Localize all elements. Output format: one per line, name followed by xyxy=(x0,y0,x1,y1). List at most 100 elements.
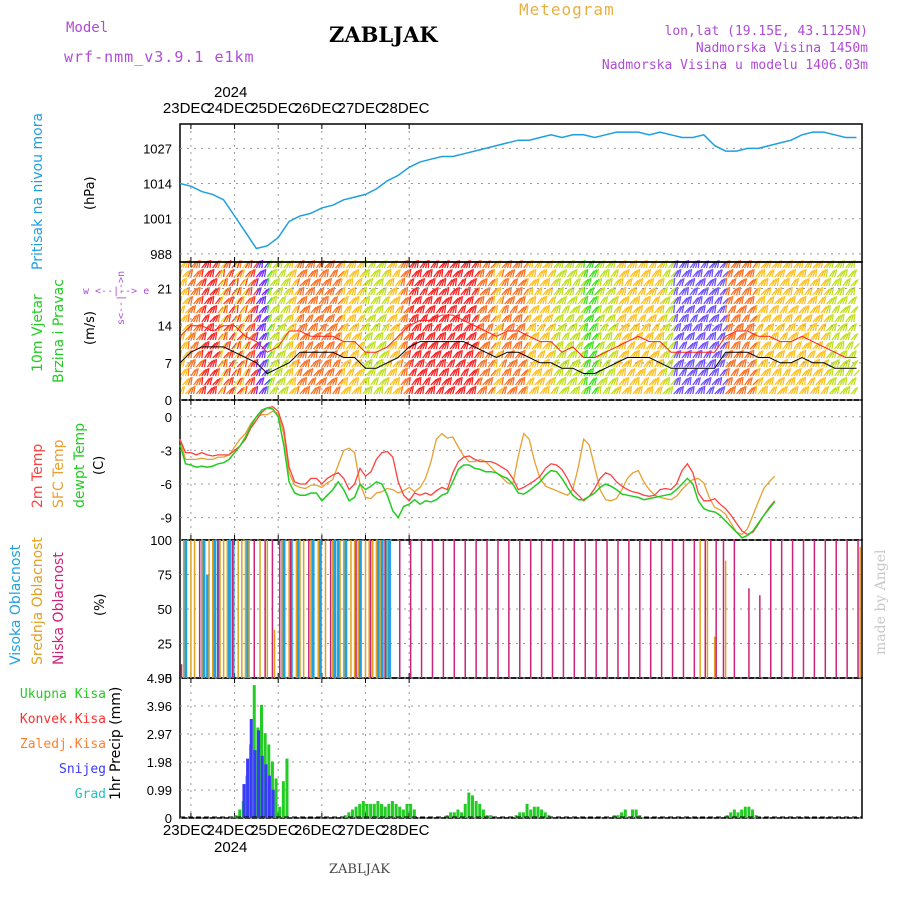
wind-arrow xyxy=(692,378,699,386)
wind-arrow xyxy=(446,279,453,287)
wind-arrow xyxy=(703,314,708,323)
wind-arrow xyxy=(782,350,785,359)
wind-arrow xyxy=(233,314,240,323)
wind-arrow xyxy=(850,296,856,305)
wind-arrow xyxy=(493,324,500,332)
wind-arrow xyxy=(575,288,581,296)
wind-arrow xyxy=(752,341,758,350)
wind-arrow xyxy=(493,278,498,287)
wind-arrow xyxy=(261,288,268,296)
wind-arrow xyxy=(591,360,598,368)
wind-arrow xyxy=(465,296,472,305)
wind-arrow xyxy=(397,359,403,368)
wind-arrow xyxy=(574,305,580,314)
wind-arrow xyxy=(438,323,442,332)
wind-arrow xyxy=(558,296,565,305)
wind-arrow xyxy=(542,350,546,359)
wind-arrow xyxy=(686,332,693,341)
wind-arrow xyxy=(457,359,464,368)
wind-arrow xyxy=(283,350,286,359)
wind-arrow xyxy=(790,332,796,341)
wind-arrow xyxy=(776,287,781,296)
wind-arrow xyxy=(594,278,600,287)
wind-arrow xyxy=(438,342,445,350)
wind-arrow xyxy=(626,278,632,287)
wind-arrow xyxy=(354,306,360,314)
wind-arrow xyxy=(416,332,423,341)
wind-arrow xyxy=(264,378,271,386)
wind-arrow xyxy=(577,305,581,314)
wind-arrow xyxy=(692,297,699,305)
wind-arrow xyxy=(547,368,552,377)
wind-arrow xyxy=(695,323,700,332)
wind-arrow xyxy=(266,341,271,350)
wind-arrow xyxy=(452,324,459,332)
precip-bar-0 xyxy=(532,806,536,818)
wind-arrow xyxy=(574,296,578,305)
wind-arrow xyxy=(545,378,552,386)
wind-arrow xyxy=(468,350,473,359)
wind-arrow xyxy=(375,377,379,386)
wind-arrow xyxy=(422,351,429,359)
wind-arrow xyxy=(509,323,514,332)
wind-arrow xyxy=(711,378,718,386)
wind-arrow xyxy=(209,350,213,359)
wind-arrow xyxy=(673,277,676,287)
wind-arrow xyxy=(253,288,259,296)
wind-arrow xyxy=(272,386,277,395)
wind-arrow xyxy=(624,386,630,395)
wind-arrow xyxy=(446,367,450,377)
wind-arrow xyxy=(531,315,538,323)
wind-arrow xyxy=(820,360,827,368)
wind-arrow xyxy=(624,359,630,368)
wind-arrow xyxy=(291,306,298,314)
wind-arrow xyxy=(190,288,197,296)
wind-arrow xyxy=(561,333,568,341)
wind-arrow xyxy=(722,368,728,377)
wind-arrow xyxy=(528,269,534,278)
wind-arrow xyxy=(654,341,657,350)
wind-arrow xyxy=(607,305,612,314)
wind-arrow xyxy=(681,270,688,278)
wind-arrow xyxy=(566,314,572,323)
wind-arrow xyxy=(490,323,494,332)
wind-arrow xyxy=(853,359,859,368)
wind-arrow xyxy=(531,332,537,341)
wind-arrow xyxy=(223,359,227,368)
wind-arrow xyxy=(422,332,425,341)
wind-arrow xyxy=(498,367,502,377)
wind-arrow xyxy=(757,287,761,296)
wind-arrow xyxy=(615,278,621,287)
wind-arrow xyxy=(283,278,288,287)
wind-arrow xyxy=(795,386,799,395)
wind-arrow xyxy=(831,296,836,305)
wind-arrow xyxy=(299,296,305,305)
wind-arrow xyxy=(438,350,442,359)
wind-arrow xyxy=(662,368,667,377)
wind-arrow xyxy=(784,386,788,395)
wind-arrow xyxy=(684,269,690,278)
wind-arrow xyxy=(334,278,340,287)
wind-arrow xyxy=(684,323,690,332)
precip-bar-1 xyxy=(267,775,271,818)
wind-arrow xyxy=(223,386,227,395)
wind-arrow xyxy=(730,350,734,359)
wind-arrow xyxy=(310,314,314,323)
wind-arrow xyxy=(615,269,620,278)
wind-arrow xyxy=(643,323,648,332)
wind-arrow xyxy=(250,269,255,278)
wind-arrow xyxy=(536,314,542,323)
wind-arrow xyxy=(662,297,668,305)
wind-arrow xyxy=(236,341,241,350)
wind-arrow xyxy=(293,376,297,386)
wind-arrow xyxy=(250,350,255,359)
wind-arrow xyxy=(329,304,332,314)
wind-arrow xyxy=(733,332,737,341)
wind-arrow xyxy=(476,314,480,323)
wind-arrow xyxy=(711,278,716,287)
wind-arrow xyxy=(493,268,496,278)
wind-arrow xyxy=(313,315,320,323)
wind-arrow xyxy=(782,278,788,287)
wind-arrow xyxy=(629,324,636,332)
wind-arrow xyxy=(348,287,354,296)
